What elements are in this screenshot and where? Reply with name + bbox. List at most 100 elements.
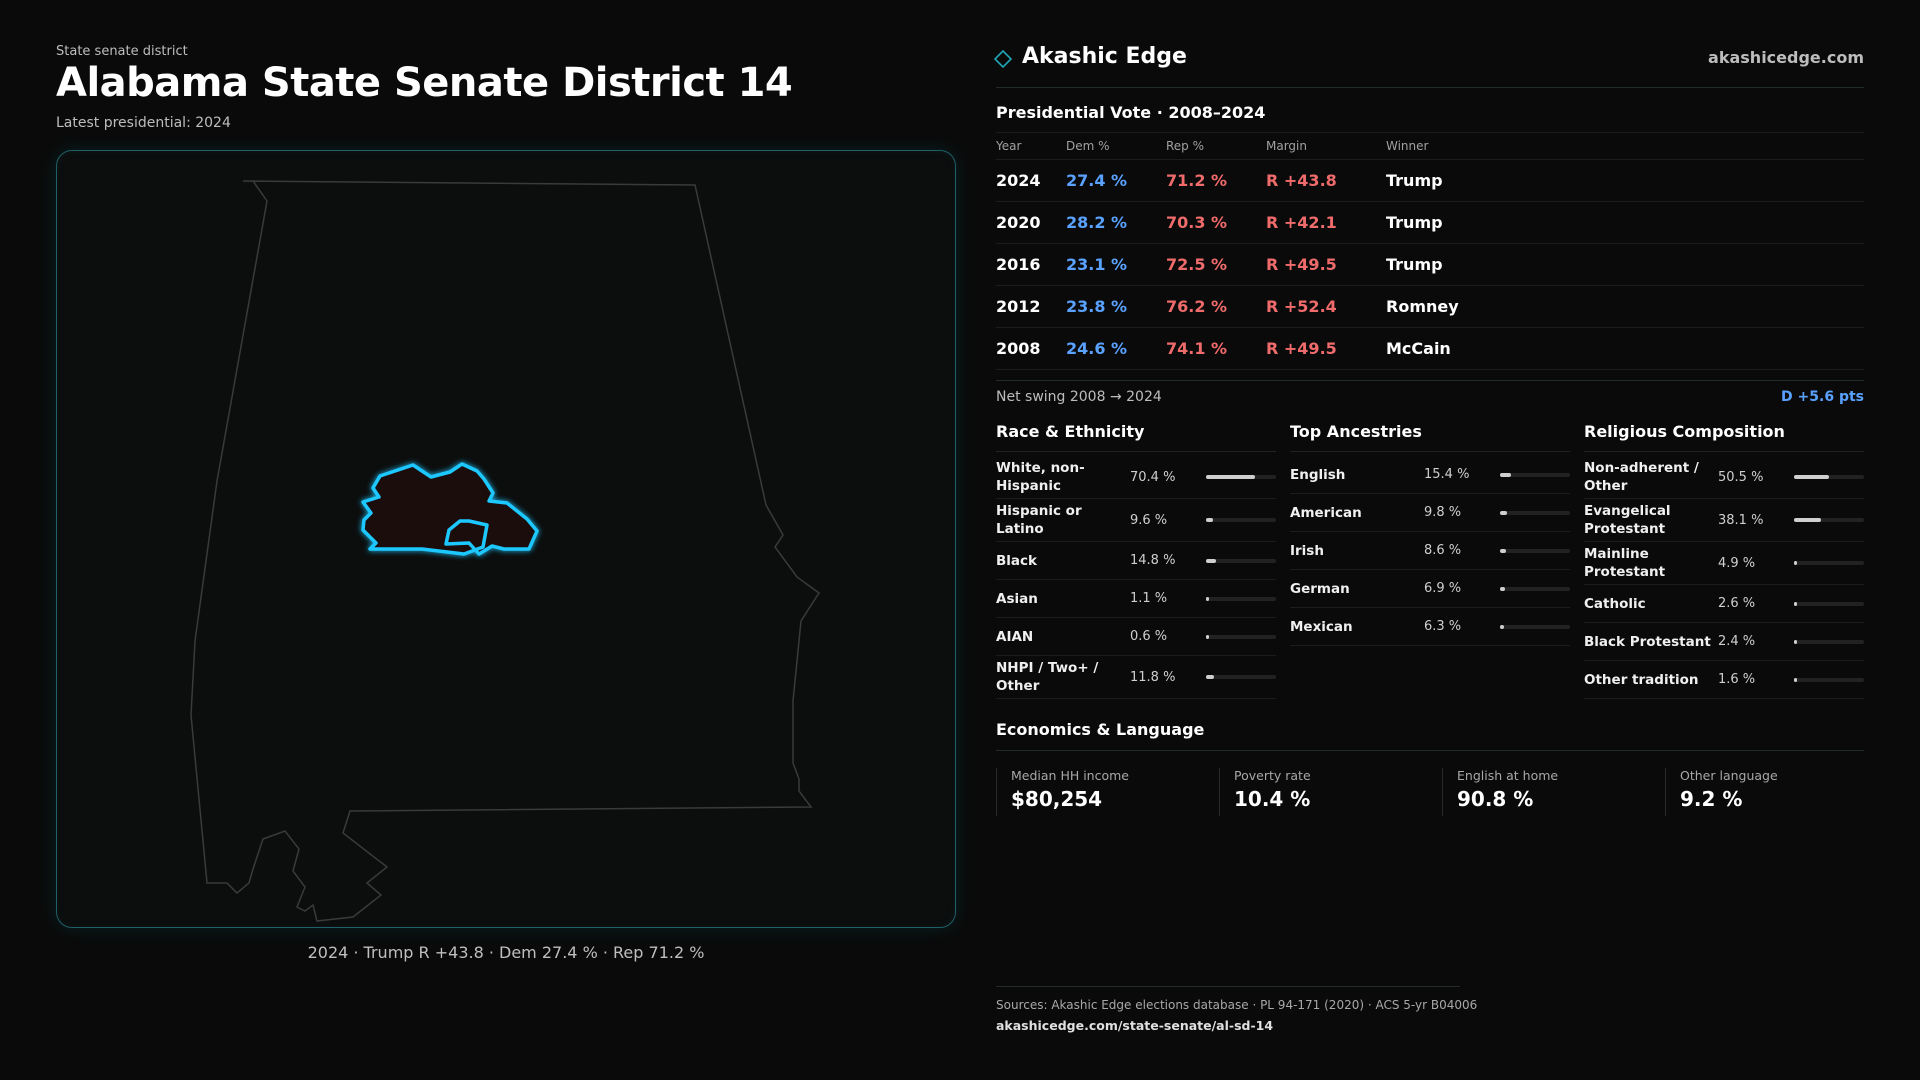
stat-median-income: Median HH income $80,254: [996, 768, 1211, 816]
race-title: Race & Ethnicity: [996, 422, 1145, 441]
religion-bar-track: [1794, 639, 1864, 644]
swing-value: D +5.6 pts: [1781, 389, 1864, 405]
stat-value: 90.8 %: [1457, 787, 1534, 811]
religion-bar: [1794, 475, 1830, 479]
footer-url[interactable]: akashicedge.com/state-senate/al-sd-14: [996, 1018, 1274, 1033]
page-subtitle: Latest presidential: 2024: [56, 115, 231, 131]
table-row[interactable]: 2016 23.1 % 72.5 % R +49.5 Trump: [996, 243, 1864, 286]
race-bar-track: [1206, 518, 1276, 522]
brand-link[interactable]: akashicedge.com: [1708, 48, 1864, 67]
state-map[interactable]: [57, 151, 955, 927]
race-panel: Race & Ethnicity White, non-Hispanic 70.…: [996, 422, 1276, 699]
ancestry-rule: [1290, 451, 1570, 452]
col-winner: Winner: [1386, 132, 1864, 160]
map-card[interactable]: [56, 150, 956, 928]
ancestry-value: 15.4 %: [1424, 467, 1470, 482]
ancestry-bar-track: [1500, 586, 1570, 591]
list-item: Non-adherent / Other 50.5 %: [1584, 456, 1864, 499]
page-title: Alabama State Senate District 14: [56, 60, 793, 106]
race-bar-track: [1206, 475, 1276, 479]
list-item: Other tradition 1.6 %: [1584, 661, 1864, 699]
religion-bar-track: [1794, 561, 1864, 565]
ancestry-value: 6.3 %: [1424, 619, 1462, 634]
religion-value: 38.1 %: [1718, 512, 1764, 528]
stat-other-language: Other language 9.2 %: [1665, 768, 1865, 816]
cell-rep: 70.3 %: [1166, 201, 1266, 244]
ancestry-bar: [1500, 624, 1505, 629]
race-value: 11.8 %: [1130, 669, 1176, 685]
cell-dem: 28.2 %: [1066, 201, 1166, 244]
ancestry-bar-track: [1500, 624, 1570, 629]
swing-divider: [996, 380, 1864, 381]
cell-dem: 27.4 %: [1066, 159, 1166, 202]
religion-bar-track: [1794, 518, 1864, 522]
cell-rep: 74.1 %: [1166, 327, 1266, 370]
race-label: Asian: [996, 590, 1038, 607]
race-bar: [1206, 675, 1215, 679]
list-item: Irish 8.6 %: [1290, 532, 1570, 570]
list-item: Catholic 2.6 %: [1584, 585, 1864, 623]
list-item: Asian 1.1 %: [996, 580, 1276, 618]
race-bar-track: [1206, 634, 1276, 639]
list-item: AIAN 0.6 %: [996, 618, 1276, 656]
religion-value: 50.5 %: [1718, 469, 1764, 485]
race-bar: [1206, 596, 1209, 601]
state-outline: [190, 180, 821, 922]
table-row[interactable]: 2012 23.8 % 76.2 % R +52.4 Romney: [996, 285, 1864, 328]
religion-bar: [1794, 677, 1797, 682]
race-value: 9.6 %: [1130, 512, 1168, 528]
table-row[interactable]: 2008 24.6 % 74.1 % R +49.5 McCain: [996, 327, 1864, 370]
cell-dem: 23.1 %: [1066, 243, 1166, 286]
race-bar-track: [1206, 596, 1276, 601]
presidential-title: Presidential Vote · 2008–2024: [996, 103, 1266, 122]
list-item: Black 14.8 %: [996, 542, 1276, 580]
religion-bar-track: [1794, 475, 1864, 479]
religion-label: Non-adherent / Other: [1584, 460, 1699, 494]
cell-year: 2020: [996, 201, 1066, 244]
cell-margin: R +42.1: [1266, 201, 1386, 244]
ancestry-label: English: [1290, 466, 1346, 483]
ancestry-bar-track: [1500, 472, 1570, 477]
religion-label: Black Protestant: [1584, 633, 1711, 650]
cell-margin: R +49.5: [1266, 327, 1386, 370]
cell-margin: R +52.4: [1266, 285, 1386, 328]
race-value: 70.4 %: [1130, 469, 1176, 485]
economics-title: Economics & Language: [996, 720, 1205, 739]
ancestry-value: 6.9 %: [1424, 581, 1462, 596]
cell-rep: 72.5 %: [1166, 243, 1266, 286]
race-bar-track: [1206, 675, 1276, 679]
district-14-shape[interactable]: [361, 462, 539, 556]
religion-bar: [1794, 639, 1797, 644]
stat-label: Poverty rate: [1234, 768, 1311, 783]
swing-label: Net swing 2008 → 2024: [996, 389, 1162, 405]
race-bar: [1206, 475, 1256, 479]
cell-winner: Romney: [1386, 285, 1864, 328]
ancestry-label: American: [1290, 504, 1362, 521]
cell-rep: 71.2 %: [1166, 159, 1266, 202]
col-rep: Rep %: [1166, 132, 1266, 160]
cell-margin: R +49.5: [1266, 243, 1386, 286]
religion-value: 1.6 %: [1718, 672, 1756, 687]
diamond-icon: [994, 50, 1012, 68]
race-bar: [1206, 558, 1217, 563]
list-item: German 6.9 %: [1290, 570, 1570, 608]
ancestry-bar: [1500, 548, 1507, 553]
stat-value: 10.4 %: [1234, 787, 1311, 811]
list-item: American 9.8 %: [1290, 494, 1570, 532]
brand-name: Akashic Edge: [1022, 44, 1187, 69]
race-bar: [1206, 634, 1209, 639]
footer-rule: [996, 986, 1460, 987]
race-value: 1.1 %: [1130, 591, 1168, 606]
table-row[interactable]: 2024 27.4 % 71.2 % R +43.8 Trump: [996, 159, 1864, 202]
religion-bar-track: [1794, 601, 1864, 606]
religion-value: 2.4 %: [1718, 634, 1756, 649]
table-row[interactable]: 2020 28.2 % 70.3 % R +42.1 Trump: [996, 201, 1864, 244]
col-dem: Dem %: [1066, 132, 1166, 160]
list-item: English 15.4 %: [1290, 456, 1570, 494]
race-value: 14.8 %: [1130, 553, 1176, 568]
stat-label: Other language: [1680, 768, 1778, 783]
race-bar-track: [1206, 558, 1276, 563]
religion-label: Other tradition: [1584, 671, 1699, 688]
ancestry-bar-track: [1500, 510, 1570, 515]
cell-dem: 24.6 %: [1066, 327, 1166, 370]
